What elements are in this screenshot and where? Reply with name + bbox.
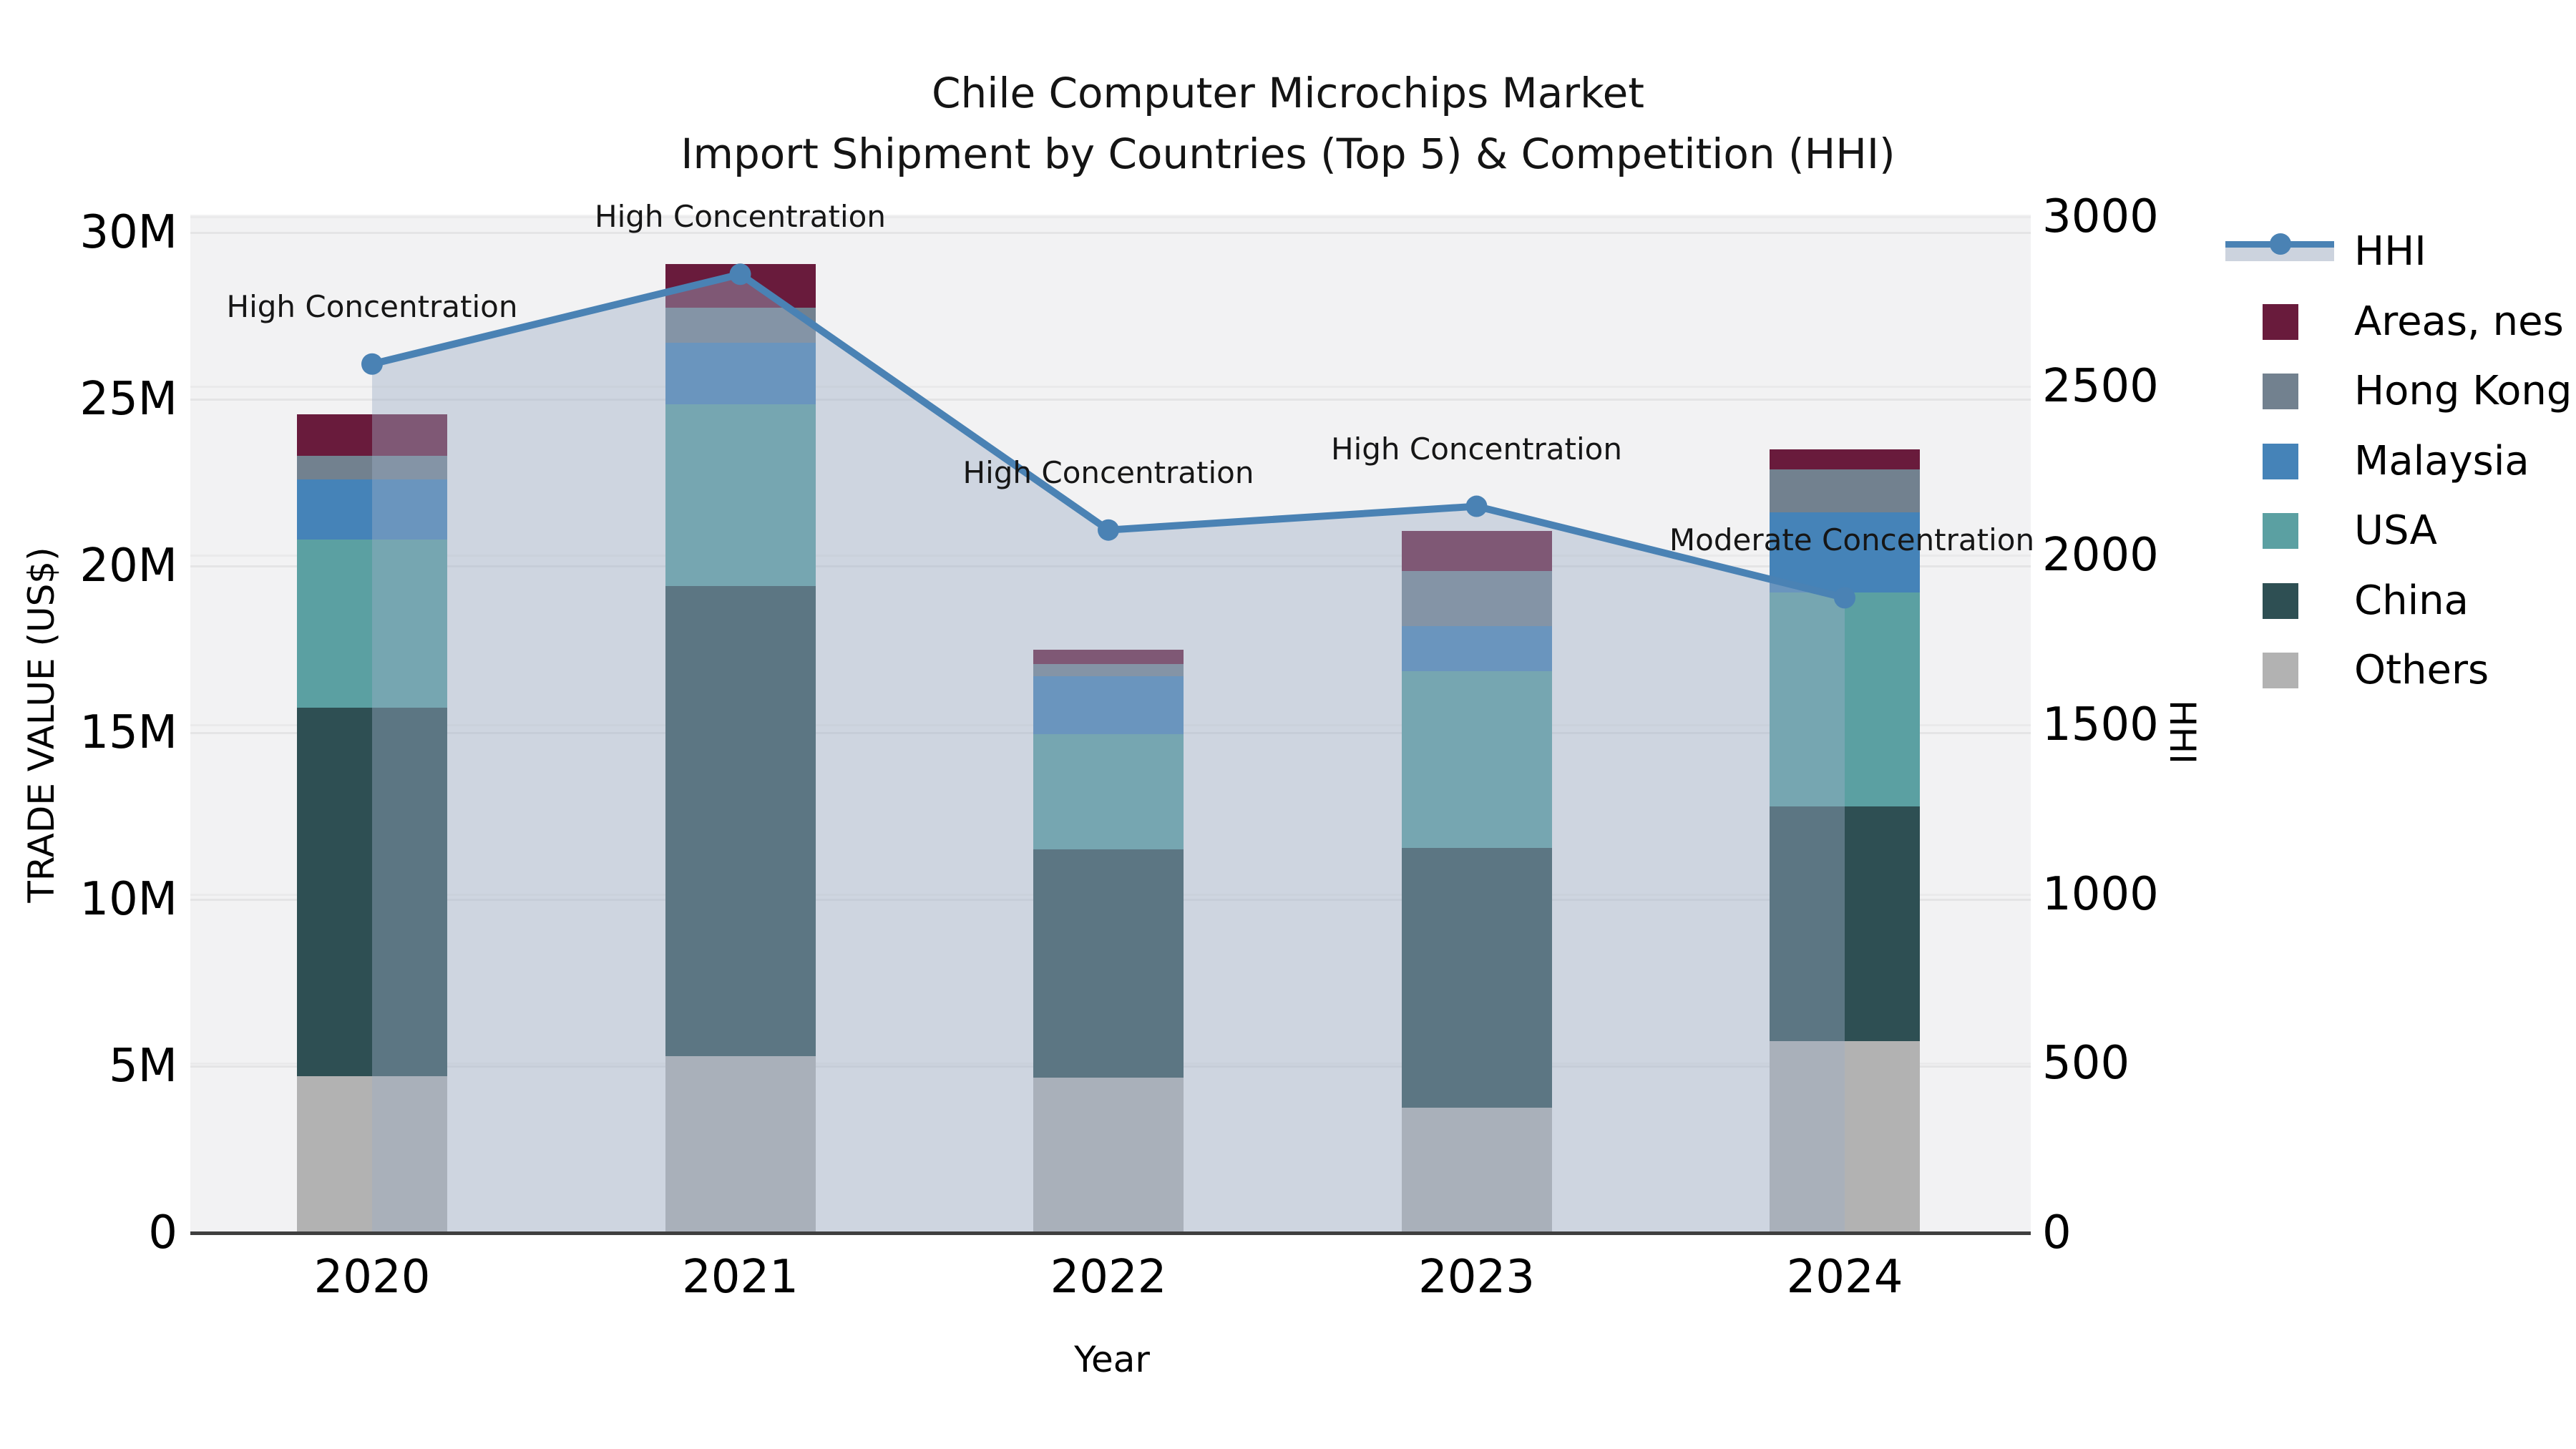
bar-segment-2021-areas-nes (665, 264, 816, 308)
y-left-tick: 25M (79, 373, 177, 426)
bar-segment-2023-malaysia (1401, 625, 1552, 671)
annotation-2024: Moderate Concentration (1669, 522, 2035, 558)
bar-segment-2021-malaysia (665, 342, 816, 404)
bar-segment-2020-others (297, 1075, 447, 1233)
y-left-tick: 10M (79, 873, 177, 926)
bar-segment-2020-malaysia (297, 479, 447, 540)
legend-item-hong-kong: Hong Kong (2218, 366, 2576, 416)
bar-segment-2023-hong-kong (1401, 570, 1552, 626)
gridline-right (190, 215, 2031, 218)
legend-item-china: China (2218, 576, 2576, 626)
legend-label: Others (2354, 647, 2489, 693)
legend-item-others: Others (2218, 645, 2576, 696)
bar-segment-2022-hong-kong (1033, 664, 1184, 676)
bar-segment-2022-china (1033, 849, 1184, 1078)
y-left-tick: 20M (79, 540, 177, 592)
gridline-right (190, 385, 2031, 388)
legend-hhi-line-sample (2225, 233, 2334, 261)
bar-segment-2021-china (665, 585, 816, 1056)
bar-segment-2021-usa (665, 404, 816, 586)
y-left-tick: 30M (79, 206, 177, 259)
y-left-tick: 5M (109, 1040, 177, 1093)
x-tick: 2023 (1418, 1251, 1535, 1304)
chart-title-line2: Import Shipment by Countries (Top 5) & C… (680, 130, 1896, 178)
bar-segment-2024-china (1770, 806, 1920, 1042)
y-right-tick: 3000 (2042, 190, 2159, 243)
bar-segment-2024-areas-nes (1770, 449, 1920, 469)
legend-item-malaysia: Malaysia (2218, 436, 2576, 487)
x-tick: 2020 (313, 1251, 431, 1304)
legend-label: Hong Kong (2354, 368, 2572, 414)
y-right-tick: 0 (2042, 1206, 2072, 1259)
y-left-tick: 15M (79, 706, 177, 759)
bar-segment-2022-areas-nes (1033, 649, 1184, 665)
gridline-left (190, 399, 2031, 401)
bar-segment-2023-usa (1401, 670, 1552, 848)
bar-segment-2023-areas-nes (1401, 531, 1552, 571)
bar-segment-2024-usa (1770, 592, 1920, 806)
legend-label: China (2354, 577, 2469, 624)
y-right-tick: 2500 (2042, 359, 2159, 413)
gridline-left (190, 565, 2031, 567)
legend-swatch (2263, 443, 2298, 479)
legend-item-usa: USA (2218, 506, 2576, 556)
bar-segment-2020-usa (297, 539, 447, 708)
bar-segment-2021-hong-kong (665, 307, 816, 343)
y-right-tick: 2000 (2042, 529, 2159, 582)
legend-item-areas-nes: Areas, nes (2218, 297, 2576, 347)
bar-segment-2023-china (1401, 847, 1552, 1108)
annotation-2023: High Concentration (1331, 431, 1622, 467)
chart-title-line1: Chile Computer Microchips Market (931, 69, 1645, 117)
legend-swatch (2263, 582, 2298, 619)
annotation-2020: High Concentration (226, 288, 518, 324)
legend-label: USA (2354, 507, 2437, 554)
legend-item-hhi: HHI (2218, 227, 2576, 277)
x-tick: 2022 (1050, 1251, 1167, 1304)
bar-segment-2020-china (297, 708, 447, 1076)
x-axis-line (190, 1231, 2031, 1235)
legend-swatch (2263, 374, 2298, 409)
legend-hhi-marker (2270, 233, 2291, 255)
bar-segment-2022-malaysia (1033, 675, 1184, 735)
bar-segment-2020-hong-kong (297, 456, 447, 479)
legend-label: Areas, nes (2354, 298, 2564, 345)
annotation-2021: High Concentration (595, 199, 886, 235)
bar-segment-2020-areas-nes (297, 414, 447, 457)
legend-label: HHI (2354, 228, 2426, 275)
y-right-tick: 1000 (2042, 867, 2159, 921)
x-axis-label: Year (1074, 1339, 1150, 1380)
y-left-tick: 0 (148, 1206, 177, 1259)
bar-segment-2024-others (1770, 1041, 1920, 1233)
legend-swatch (2263, 653, 2298, 688)
bar-segment-2024-hong-kong (1770, 469, 1920, 513)
legend-label: Malaysia (2354, 437, 2529, 484)
x-tick: 2024 (1786, 1251, 1903, 1304)
bar-segment-2021-others (665, 1056, 816, 1233)
y-right-tick: 1500 (2042, 698, 2159, 751)
bar-segment-2022-others (1033, 1078, 1184, 1233)
gridline-left (190, 232, 2031, 234)
bar-segment-2022-usa (1033, 734, 1184, 850)
legend-swatch (2263, 303, 2298, 340)
legend-swatch (2263, 513, 2298, 549)
y-right-tick: 500 (2042, 1037, 2130, 1091)
x-tick: 2021 (682, 1251, 799, 1304)
annotation-2022: High Concentration (962, 454, 1254, 490)
bar-segment-2023-others (1401, 1108, 1552, 1233)
